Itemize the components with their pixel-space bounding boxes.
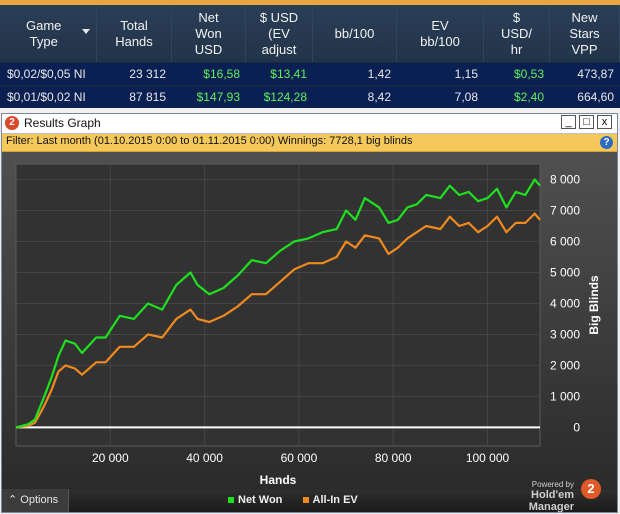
y-tick-label: 3 000 bbox=[550, 327, 580, 341]
column-header[interactable]: Net Won USD bbox=[172, 5, 246, 62]
column-header-line: VPP bbox=[571, 41, 598, 57]
legend-swatch-allin-ev bbox=[302, 497, 309, 504]
x-tick-label: 80 000 bbox=[375, 451, 412, 465]
series-line-all-in-ev bbox=[15, 212, 541, 429]
column-header-line: $ bbox=[512, 9, 521, 25]
results-graph-window: 2 Results Graph _ □ x Filter: Last month… bbox=[1, 113, 618, 513]
column-header-line: Net bbox=[198, 9, 219, 25]
column-header-label: Total Hands bbox=[115, 18, 153, 50]
column-header-label: bb/100 bbox=[335, 26, 375, 42]
column-header[interactable]: $ USD (EV adjust bbox=[246, 5, 313, 62]
table-cell: 664,60 bbox=[577, 90, 614, 104]
column-header-line: $ USD bbox=[259, 9, 299, 25]
help-icon[interactable]: ? bbox=[600, 136, 613, 149]
table-cell: 87 815 bbox=[129, 90, 166, 104]
table-cell: $0,53 bbox=[513, 67, 544, 81]
table-cell: $16,58 bbox=[203, 67, 240, 81]
results-chart: 0 1 000 2 000 3 000 4 000 5 000 6 000 7 000 8 00… bbox=[2, 152, 617, 489]
filter-bar: Filter: Last month (01.10.2015 0:00 to 0… bbox=[2, 134, 617, 152]
table-cell: $0,02/$0,05 NI bbox=[7, 67, 86, 81]
column-header[interactable]: EV bb/100 bbox=[397, 5, 484, 62]
y-tick-label: 0 bbox=[573, 420, 580, 434]
column-header-line: New bbox=[571, 9, 598, 25]
column-header-line: EV bbox=[431, 17, 449, 33]
table-cell: 1,42 bbox=[367, 67, 391, 81]
table-cell: $0,01/$0,02 NI bbox=[7, 90, 86, 104]
table-cell: $2,40 bbox=[513, 90, 544, 104]
close-button[interactable]: x bbox=[597, 115, 612, 129]
column-header-label: Game Type bbox=[26, 18, 61, 50]
x-axis-label: Hands bbox=[260, 473, 297, 487]
legend-net-won: Net Won bbox=[238, 494, 283, 506]
filter-text: Filter: Last month (01.10.2015 0:00 to 0… bbox=[6, 135, 413, 147]
table-cell: $147,93 bbox=[196, 90, 240, 104]
table-cell: $124,28 bbox=[263, 90, 307, 104]
x-tick-label: 40 000 bbox=[186, 451, 223, 465]
minimize-button[interactable]: _ bbox=[561, 115, 576, 129]
x-tick-label: 60 000 bbox=[281, 451, 318, 465]
column-header-label: EV bb/100 bbox=[420, 18, 460, 50]
table-cell: 8,42 bbox=[367, 90, 391, 104]
y-tick-label: 1 000 bbox=[550, 389, 580, 403]
column-header-label: Net Won USD bbox=[195, 10, 222, 58]
column-header-line: USD bbox=[194, 41, 223, 57]
column-header[interactable]: $ USD/hr bbox=[484, 5, 550, 62]
hm2-logo-icon: 2 bbox=[5, 116, 19, 130]
results-chart-svg: 0 1 000 2 000 3 000 4 000 5 000 6 000 7 000 8 00… bbox=[15, 163, 601, 487]
column-header-label: $ USD (EV adjust bbox=[260, 10, 298, 58]
restore-button[interactable]: □ bbox=[579, 115, 594, 129]
column-header[interactable]: Game Type bbox=[0, 5, 97, 62]
y-tick-label: 2 000 bbox=[550, 358, 580, 372]
table-cell: 23 312 bbox=[129, 67, 166, 81]
table-cell: 1,15 bbox=[454, 67, 478, 81]
column-header-line: USD/ bbox=[500, 25, 533, 41]
powered-by: Powered by Hold'em Manager bbox=[484, 480, 574, 513]
column-header[interactable]: New Stars VPP bbox=[550, 5, 620, 62]
plot-area bbox=[15, 163, 541, 447]
column-header-line: Total bbox=[120, 17, 148, 33]
y-tick-label: 5 000 bbox=[550, 265, 580, 279]
window-titlebar[interactable]: 2 Results Graph _ □ x bbox=[2, 114, 617, 134]
stats-table: Game Type Total Hands Net Won USD $ USD (EV adjus… bbox=[0, 5, 620, 108]
y-tick-label: 8 000 bbox=[550, 172, 580, 186]
table-row[interactable]: $0,02/$0,05 NI 23 312 $16,58 $13,41 1,42 1,15… bbox=[0, 63, 620, 85]
table-cell: $13,41 bbox=[270, 67, 307, 81]
y-tick-label: 6 000 bbox=[550, 234, 580, 248]
brand-name: Hold'em Manager bbox=[528, 489, 574, 513]
y-tick-label: 4 000 bbox=[550, 296, 580, 310]
column-header[interactable]: bb/100 bbox=[313, 5, 397, 62]
legend-allin-ev: All-In EV bbox=[312, 494, 358, 506]
column-header-line: adjust bbox=[261, 41, 297, 57]
bottom-bar: ⌃ Options Net Won All-In EV Powered by H… bbox=[2, 479, 617, 513]
sort-down-icon bbox=[82, 29, 90, 34]
column-header-line: Won bbox=[195, 25, 222, 41]
column-header-label: New Stars VPP bbox=[569, 10, 599, 58]
column-header-line: Game bbox=[26, 17, 62, 33]
y-tick-label: 7 000 bbox=[550, 203, 580, 217]
y-axis-label: Big Blinds bbox=[587, 275, 601, 335]
table-row[interactable]: $0,01/$0,02 NI 87 815 $147,93 $124,28 8,42 7,… bbox=[0, 86, 620, 108]
options-button[interactable]: ⌃ Options bbox=[2, 489, 69, 512]
table-cell: 7,08 bbox=[454, 90, 478, 104]
table-cell: 473,87 bbox=[577, 67, 614, 81]
powered-by-label: Powered by bbox=[531, 480, 574, 489]
column-header-line: bb/100 bbox=[334, 25, 375, 41]
column-header-line: Type bbox=[29, 33, 58, 49]
column-header-line: bb/100 bbox=[420, 33, 460, 49]
chart-legend: Net Won All-In EV bbox=[228, 494, 358, 506]
column-header-line: (EV bbox=[268, 25, 290, 41]
column-header-line: Stars bbox=[569, 25, 600, 41]
x-tick-label: 20 000 bbox=[92, 451, 129, 465]
column-header-label: $ USD/hr bbox=[501, 10, 532, 58]
column-header-line: Hands bbox=[115, 33, 153, 49]
column-header[interactable]: Total Hands bbox=[97, 5, 172, 62]
legend-swatch-net-won bbox=[228, 497, 234, 504]
hm2-brand-logo: 2 bbox=[581, 479, 601, 499]
column-header-line: hr bbox=[510, 41, 523, 57]
top-accent-strip bbox=[0, 0, 620, 5]
window-title: Results Graph bbox=[24, 116, 101, 130]
series-line-net-won bbox=[15, 178, 541, 429]
x-tick-label: 100 000 bbox=[466, 451, 510, 465]
